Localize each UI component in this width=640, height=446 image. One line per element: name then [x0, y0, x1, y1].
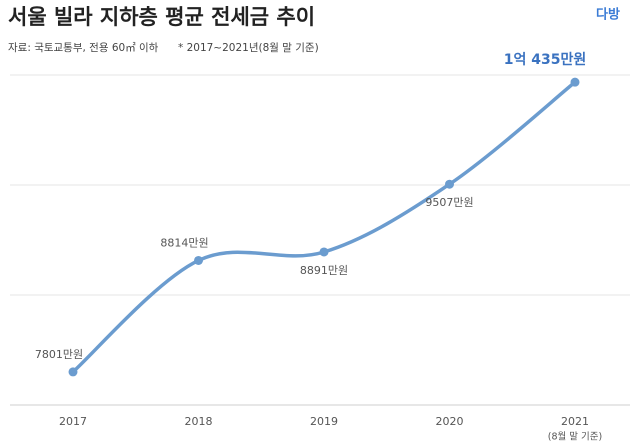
category-note: (8월 말 기준): [548, 431, 602, 443]
x-tick-label: 2018: [185, 415, 213, 428]
data-label: 9507만원: [425, 196, 473, 209]
data-label: 8814만원: [160, 236, 208, 249]
source: 자료: 국토교통부, 전용 60㎡ 이하: [8, 41, 159, 54]
data-label: 7801만원: [35, 348, 83, 361]
x-tick-label: 2020: [436, 415, 464, 428]
point: [570, 77, 580, 87]
line: [71, 80, 577, 374]
point: [445, 179, 454, 189]
point: [68, 367, 78, 377]
data-label: 1억 435만원: [504, 52, 586, 68]
note: * 2017~2021년(8월 말 기준): [178, 42, 319, 54]
point: [194, 255, 203, 265]
x-tick-label: 2021: [561, 415, 589, 428]
x-tick-label: 2017: [59, 415, 87, 428]
data-label: 8891만원: [300, 264, 348, 277]
logo: 다방: [596, 7, 620, 23]
chart-title: 서울 빌라 지하층 평균 전세금 추이: [8, 5, 315, 29]
point: [319, 247, 329, 257]
x-tick-label: 2019: [310, 415, 338, 428]
